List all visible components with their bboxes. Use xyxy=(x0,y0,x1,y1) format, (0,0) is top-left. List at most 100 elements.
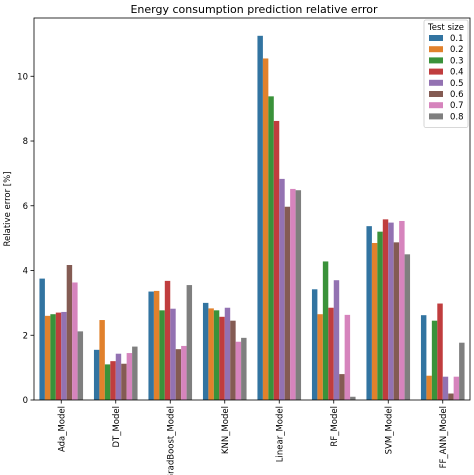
bar-FF_ANN_Model-0.8 xyxy=(459,342,465,400)
y-tick-label: 6 xyxy=(23,202,28,212)
bar-Linear_Model-0.5 xyxy=(279,178,285,400)
bar-SVM_Model-0.7 xyxy=(399,220,405,400)
bar-FF_ANN_Model-0.7 xyxy=(453,376,460,400)
legend-swatch-0.3 xyxy=(429,57,443,64)
bar-DT_Model-0.7 xyxy=(126,353,133,400)
bar-RF_Model-0.5 xyxy=(333,280,340,400)
y-tick-label: 0 xyxy=(23,396,28,406)
bar-SVM_Model-0.1 xyxy=(366,226,372,400)
bar-FF_ANN_Model-0.5 xyxy=(442,376,449,400)
bar-GradBoost_Model-0.8 xyxy=(186,285,193,400)
bar-KNN_Model-0.3 xyxy=(213,310,220,400)
bar-RF_Model-0.1 xyxy=(311,289,318,400)
bar-SVM_Model-0.4 xyxy=(382,219,389,400)
bar-Ada_Model-0.3 xyxy=(50,314,56,400)
legend-title: Test size xyxy=(427,23,464,33)
bar-Linear_Model-0.6 xyxy=(284,206,291,400)
legend-label-0.5: 0.5 xyxy=(450,79,464,89)
bar-RF_Model-0.7 xyxy=(344,314,351,400)
plot-area xyxy=(33,17,471,401)
bar-DT_Model-0.1 xyxy=(93,349,100,400)
legend-swatch-0.4 xyxy=(429,68,443,75)
legend-label-0.8: 0.8 xyxy=(450,112,464,122)
x-tick-label: Linear_Model xyxy=(275,406,285,462)
legend-label-0.7: 0.7 xyxy=(450,101,464,111)
plot-frame xyxy=(33,17,471,401)
bar-GradBoost_Model-0.7 xyxy=(181,345,187,400)
legend-swatch-0.1 xyxy=(429,35,443,41)
legend-swatch-0.7 xyxy=(429,102,443,109)
bar-KNN_Model-0.7 xyxy=(235,341,242,400)
bar-FF_ANN_Model-0.3 xyxy=(431,320,438,400)
y-tick-label: 10 xyxy=(17,72,28,82)
bar-RF_Model-0.2 xyxy=(317,314,323,400)
bar-DT_Model-0.4 xyxy=(110,361,116,400)
bar-Linear_Model-0.4 xyxy=(273,120,280,400)
bar-RF_Model-0.8 xyxy=(350,396,356,400)
bar-FF_ANN_Model-0.2 xyxy=(426,375,432,400)
bar-Ada_Model-0.5 xyxy=(61,311,67,400)
bar-DT_Model-0.8 xyxy=(132,346,138,400)
legend-swatch-0.2 xyxy=(429,46,443,53)
bar-DT_Model-0.5 xyxy=(115,353,122,400)
bar-Ada_Model-0.4 xyxy=(55,312,62,400)
bar-DT_Model-0.2 xyxy=(99,320,105,400)
bar-Ada_Model-0.6 xyxy=(66,265,73,400)
bar-Ada_Model-0.8 xyxy=(77,331,84,400)
x-tick-label: DT_Model xyxy=(112,406,122,448)
bar-SVM_Model-0.3 xyxy=(377,231,383,400)
bar-Linear_Model-0.7 xyxy=(290,188,296,400)
bar-GradBoost_Model-0.1 xyxy=(148,291,154,400)
bar-KNN_Model-0.5 xyxy=(224,307,231,400)
bar-KNN_Model-0.8 xyxy=(241,337,247,400)
bar-FF_ANN_Model-0.4 xyxy=(437,303,443,400)
bar-DT_Model-0.6 xyxy=(121,363,127,400)
legend-label-0.1: 0.1 xyxy=(450,34,464,44)
bar-GradBoost_Model-0.3 xyxy=(159,310,165,400)
bar-KNN_Model-0.6 xyxy=(230,320,236,400)
bar-KNN_Model-0.1 xyxy=(202,302,209,400)
x-tick-label: KNN_Model xyxy=(221,406,231,454)
bar-SVM_Model-0.6 xyxy=(393,242,400,400)
bar-Ada_Model-0.2 xyxy=(44,315,51,400)
bar-SVM_Model-0.2 xyxy=(371,242,378,400)
bar-Linear_Model-0.3 xyxy=(268,96,274,400)
legend-label-0.4: 0.4 xyxy=(450,68,464,78)
bar-Linear_Model-0.8 xyxy=(295,190,302,400)
bar-Linear_Model-0.1 xyxy=(257,35,263,400)
legend-label-0.2: 0.2 xyxy=(450,45,464,55)
legend-swatch-0.6 xyxy=(429,91,443,97)
legend-swatch-0.8 xyxy=(429,113,443,120)
x-tick-label: RF_Model xyxy=(330,406,340,447)
y-tick-label: 8 xyxy=(23,137,28,147)
bar-KNN_Model-0.2 xyxy=(208,308,214,400)
bar-GradBoost_Model-0.5 xyxy=(170,308,176,400)
y-tick-label: 4 xyxy=(23,267,28,277)
x-tick-label: Ada_Model xyxy=(57,406,67,452)
bar-GradBoost_Model-0.6 xyxy=(175,349,182,400)
bar-DT_Model-0.3 xyxy=(104,364,111,400)
bar-SVM_Model-0.5 xyxy=(388,222,394,400)
bar-FF_ANN_Model-0.1 xyxy=(420,315,427,400)
x-axis: Ada_Model DT_Model GradBoost_Model KNN_Mode… xyxy=(57,400,449,475)
y-axis: 0 2 4 6 8 10 xyxy=(17,72,34,406)
bar-KNN_Model-0.4 xyxy=(219,316,225,400)
bar-GradBoost_Model-0.4 xyxy=(164,280,171,400)
bar-SVM_Model-0.8 xyxy=(404,254,411,400)
bar-RF_Model-0.6 xyxy=(339,374,345,400)
legend-label-0.6: 0.6 xyxy=(450,90,464,100)
x-tick-label: GradBoost_Model xyxy=(166,406,176,475)
x-tick-label: FF_ANN_Model xyxy=(439,406,449,468)
legend-swatch-0.5 xyxy=(429,79,443,86)
bar-Ada_Model-0.1 xyxy=(39,278,45,400)
bar-RF_Model-0.3 xyxy=(322,261,329,400)
bar-Ada_Model-0.7 xyxy=(72,282,78,400)
x-tick-label: SVM_Model xyxy=(384,406,394,454)
bar-Linear_Model-0.2 xyxy=(262,58,269,401)
legend-label-0.3: 0.3 xyxy=(450,56,464,66)
bar-FF_ANN_Model-0.6 xyxy=(448,393,454,400)
bar-GradBoost_Model-0.2 xyxy=(153,290,160,400)
